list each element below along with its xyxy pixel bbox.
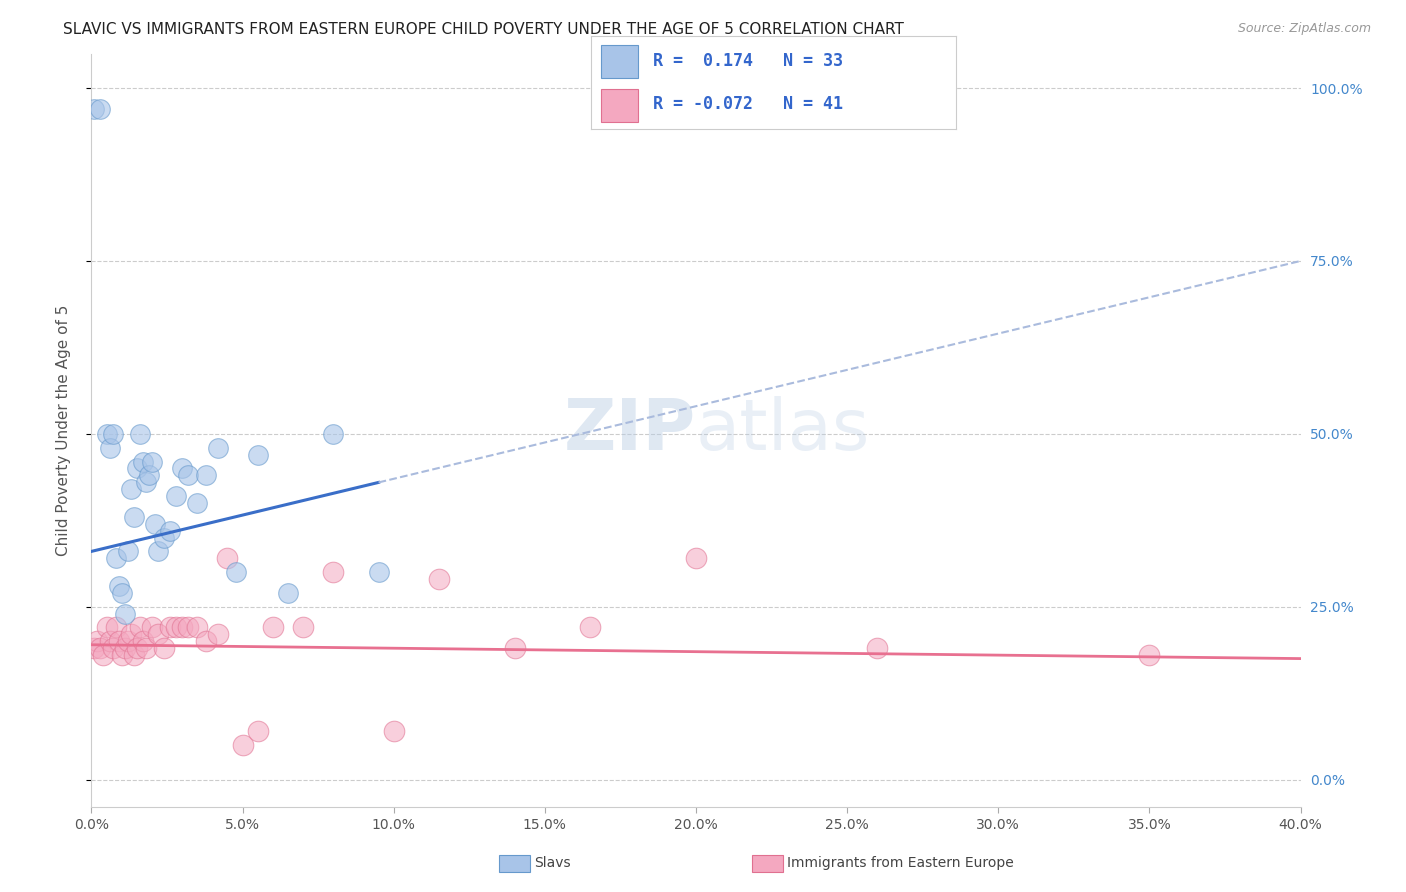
Point	[143, 516, 166, 531]
Text: Immigrants from Eastern Europe: Immigrants from Eastern Europe	[787, 856, 1014, 871]
Point	[186, 496, 208, 510]
Point	[207, 441, 229, 455]
Point	[246, 448, 269, 462]
Text: atlas: atlas	[696, 396, 870, 465]
Point	[83, 102, 105, 116]
Point	[96, 426, 118, 441]
Point	[141, 620, 163, 634]
Point	[117, 634, 139, 648]
Point	[89, 102, 111, 116]
Point	[128, 620, 150, 634]
Point	[83, 641, 105, 656]
Point	[135, 641, 157, 656]
Bar	[602, 45, 638, 78]
Point	[427, 572, 450, 586]
Point	[114, 607, 136, 621]
Point	[89, 641, 111, 656]
Point	[86, 634, 108, 648]
Point	[195, 634, 218, 648]
Point	[107, 634, 129, 648]
Point	[120, 482, 142, 496]
Point	[117, 544, 139, 558]
Point	[146, 544, 169, 558]
Text: Slavs: Slavs	[534, 856, 571, 871]
Point	[141, 454, 163, 468]
Point	[159, 620, 181, 634]
Point	[128, 426, 150, 441]
Point	[125, 461, 148, 475]
Text: Source: ZipAtlas.com: Source: ZipAtlas.com	[1237, 22, 1371, 36]
Point	[177, 468, 200, 483]
Point	[111, 648, 132, 662]
Point	[93, 648, 115, 662]
Point	[153, 641, 176, 656]
Point	[146, 627, 169, 641]
Point	[217, 551, 239, 566]
Text: ZIP: ZIP	[564, 396, 696, 465]
Point	[101, 426, 124, 441]
Point	[98, 441, 121, 455]
Point	[132, 634, 155, 648]
Point	[138, 468, 160, 483]
Point	[104, 551, 127, 566]
Point	[277, 586, 299, 600]
Text: R =  0.174   N = 33: R = 0.174 N = 33	[652, 53, 842, 70]
Point	[322, 426, 344, 441]
Point	[685, 551, 707, 566]
Point	[177, 620, 200, 634]
Point	[165, 620, 187, 634]
Point	[114, 641, 136, 656]
Point	[866, 641, 889, 656]
Point	[132, 454, 155, 468]
Point	[172, 620, 194, 634]
Point	[107, 579, 129, 593]
Point	[104, 620, 127, 634]
Point	[111, 586, 132, 600]
Point	[382, 724, 405, 739]
Point	[225, 565, 247, 579]
Y-axis label: Child Poverty Under the Age of 5: Child Poverty Under the Age of 5	[56, 305, 70, 556]
Point	[322, 565, 344, 579]
Point	[153, 531, 176, 545]
Point	[262, 620, 284, 634]
Point	[292, 620, 315, 634]
Point	[122, 648, 145, 662]
Point	[135, 475, 157, 490]
Point	[246, 724, 269, 739]
Point	[172, 461, 194, 475]
Point	[165, 489, 187, 503]
Point	[579, 620, 602, 634]
Point	[207, 627, 229, 641]
Point	[231, 738, 253, 752]
Point	[503, 641, 526, 656]
Point	[186, 620, 208, 634]
Point	[159, 524, 181, 538]
Point	[96, 620, 118, 634]
Point	[195, 468, 218, 483]
Point	[98, 634, 121, 648]
Point	[125, 641, 148, 656]
Point	[122, 509, 145, 524]
Text: R = -0.072   N = 41: R = -0.072 N = 41	[652, 95, 842, 112]
Point	[101, 641, 124, 656]
Point	[367, 565, 389, 579]
Bar	[602, 89, 638, 122]
Text: SLAVIC VS IMMIGRANTS FROM EASTERN EUROPE CHILD POVERTY UNDER THE AGE OF 5 CORREL: SLAVIC VS IMMIGRANTS FROM EASTERN EUROPE…	[63, 22, 904, 37]
Point	[120, 627, 142, 641]
Point	[1139, 648, 1161, 662]
